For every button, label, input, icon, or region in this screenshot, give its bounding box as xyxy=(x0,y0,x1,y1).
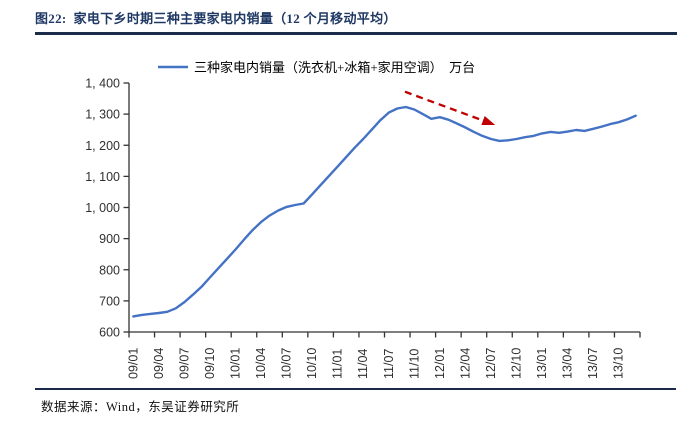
x-tick-label: 13/10 xyxy=(612,348,626,379)
x-tick-label: 11/04 xyxy=(356,349,370,379)
x-tick-label: 10/10 xyxy=(305,348,319,379)
trend-arrow xyxy=(404,90,484,122)
x-tick-label: 09/10 xyxy=(203,348,217,379)
x-tick-label: 12/04 xyxy=(458,348,472,379)
y-tick-label: 900 xyxy=(99,232,120,246)
trend-arrow-head xyxy=(481,116,496,126)
y-tick-label: 700 xyxy=(99,294,120,308)
x-tick-label: 09/01 xyxy=(126,348,140,379)
data-source-note: 数据来源：Wind，东吴证券研究所 xyxy=(41,400,240,414)
x-tick-label: 10/07 xyxy=(280,348,294,379)
title-rule xyxy=(35,32,677,35)
x-tick-label: 09/07 xyxy=(177,348,191,379)
x-tick-label: 09/04 xyxy=(152,348,166,379)
y-tick-label: 800 xyxy=(99,263,120,277)
chart-area: 三种家电内销量（洗衣机+冰箱+家用空调） 万台 1, 400 1, 300 1, 20… xyxy=(0,45,695,385)
x-tick-label: 11/01 xyxy=(331,349,345,379)
x-tick-label: 10/01 xyxy=(228,348,242,379)
x-tick-label: 11/10 xyxy=(407,349,421,379)
y-tick-label: 1, 200 xyxy=(85,139,120,153)
y-tick-label: 1, 100 xyxy=(85,170,120,184)
legend-label: 三种家电内销量（洗衣机+冰箱+家用空调） 万台 xyxy=(194,60,475,75)
y-tick-label: 600 xyxy=(99,326,120,340)
footer-rule xyxy=(35,388,676,390)
x-tick-label: 13/07 xyxy=(586,348,600,379)
x-tick-label: 10/04 xyxy=(254,348,268,379)
sales-line xyxy=(132,105,637,318)
x-tick-label: 12/01 xyxy=(433,348,447,379)
x-tick-label: 13/01 xyxy=(535,348,549,379)
y-tick-label: 1, 000 xyxy=(85,201,120,215)
x-tick-label: 12/10 xyxy=(510,348,524,379)
figure-title: 图22: 家电下乡时期三种主要家电内销量（12 个月移动平均） xyxy=(35,11,397,26)
y-tick-label: 1, 400 xyxy=(85,77,120,91)
appliance-sales-line-chart: 三种家电内销量（洗衣机+冰箱+家用空调） 万台 1, 400 1, 300 1, 20… xyxy=(85,60,641,379)
x-tick-label: 12/07 xyxy=(484,348,498,379)
x-tick-label: 13/04 xyxy=(561,348,575,379)
y-tick-label: 1, 300 xyxy=(85,108,120,122)
x-tick-label: 11/07 xyxy=(382,349,396,379)
